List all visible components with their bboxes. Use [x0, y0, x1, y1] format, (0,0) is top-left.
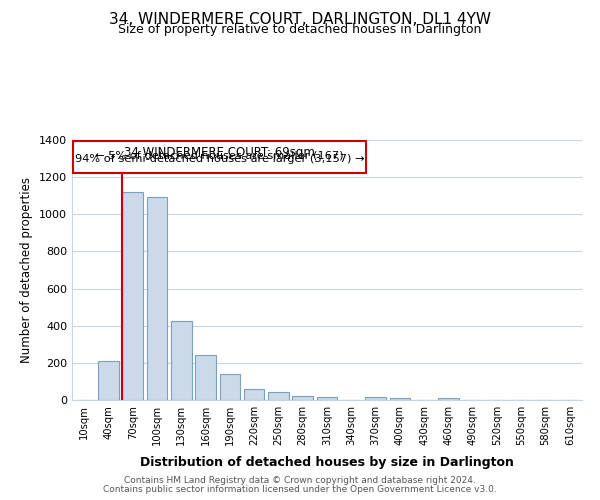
- Bar: [195, 356, 216, 400]
- Text: 34, WINDERMERE COURT, DARLINGTON, DL1 4YW: 34, WINDERMERE COURT, DARLINGTON, DL1 4Y…: [109, 12, 491, 28]
- Bar: [220, 374, 240, 400]
- Bar: [98, 361, 119, 400]
- Text: 34 WINDERMERE COURT: 69sqm: 34 WINDERMERE COURT: 69sqm: [124, 146, 315, 158]
- X-axis label: Distribution of detached houses by size in Darlington: Distribution of detached houses by size …: [140, 456, 514, 469]
- Text: 94% of semi-detached houses are larger (3,157) →: 94% of semi-detached houses are larger (…: [75, 154, 364, 164]
- Text: ← 5% of detached houses are smaller (167): ← 5% of detached houses are smaller (167…: [95, 150, 344, 160]
- Y-axis label: Number of detached properties: Number of detached properties: [20, 177, 34, 363]
- Bar: [171, 321, 191, 400]
- Bar: [146, 196, 167, 400]
- Bar: [244, 389, 265, 400]
- Bar: [292, 396, 313, 400]
- Bar: [317, 396, 337, 400]
- Bar: [268, 392, 289, 400]
- Bar: [122, 192, 143, 400]
- Bar: [389, 398, 410, 400]
- Bar: [438, 398, 459, 400]
- Text: Size of property relative to detached houses in Darlington: Size of property relative to detached ho…: [118, 24, 482, 36]
- Text: Contains HM Land Registry data © Crown copyright and database right 2024.: Contains HM Land Registry data © Crown c…: [124, 476, 476, 485]
- Bar: [73, 141, 366, 172]
- Text: Contains public sector information licensed under the Open Government Licence v3: Contains public sector information licen…: [103, 484, 497, 494]
- Bar: [365, 397, 386, 400]
